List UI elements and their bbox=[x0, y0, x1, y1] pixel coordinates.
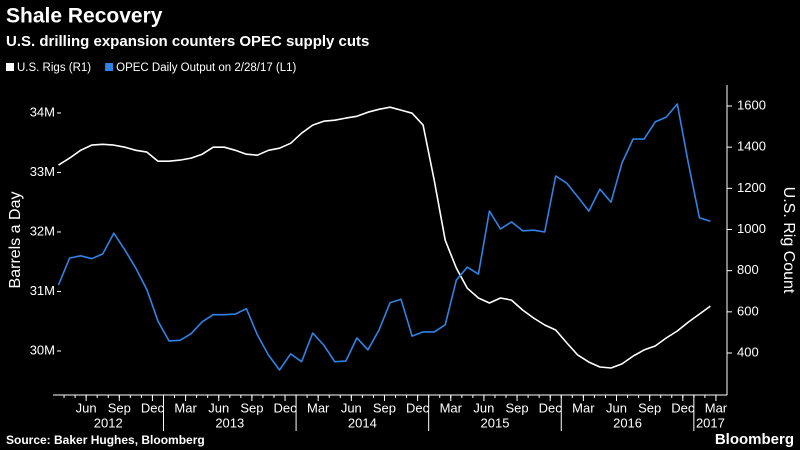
x-tick-label: Jun bbox=[76, 400, 97, 415]
series-line bbox=[58, 106, 711, 369]
y2-tick-label: 600 bbox=[737, 303, 759, 318]
x-tick-label: Sep bbox=[373, 400, 396, 415]
source-note: Source: Baker Hughes, Bloomberg bbox=[6, 433, 205, 447]
y-tick-label: 31M bbox=[30, 283, 55, 298]
year-label: 2015 bbox=[481, 415, 510, 430]
y2-tick-label: 800 bbox=[737, 262, 759, 277]
x-tick-label: Mar bbox=[705, 400, 728, 415]
y-tick-label: 33M bbox=[30, 164, 55, 179]
y-tick-label: 34M bbox=[30, 104, 55, 119]
x-tick-label: Sep bbox=[108, 400, 131, 415]
x-tick-label: Sep bbox=[638, 400, 661, 415]
x-tick-label: Dec bbox=[273, 400, 297, 415]
x-tick-label: Sep bbox=[240, 400, 263, 415]
y-tick-label: 30M bbox=[30, 342, 55, 357]
brand: Bloomberg bbox=[715, 431, 794, 448]
x-tick-label: Mar bbox=[572, 400, 595, 415]
year-label: 2012 bbox=[94, 415, 123, 430]
legend-swatch bbox=[105, 63, 114, 71]
x-tick-label: Dec bbox=[141, 400, 165, 415]
legend-label: OPEC Daily Output on 2/28/17 (L1) bbox=[116, 62, 296, 74]
year-label: 2014 bbox=[348, 415, 377, 430]
y2-axis-title: U.S. Rig Count bbox=[780, 187, 797, 294]
y2-tick-label: 1000 bbox=[737, 221, 766, 236]
y2-tick-label: 400 bbox=[737, 344, 759, 359]
chart-subtitle: U.S. drilling expansion counters OPEC su… bbox=[6, 33, 369, 50]
y-axis-title: Barrels a Day bbox=[7, 192, 24, 289]
chart-title: Shale Recovery bbox=[6, 5, 163, 28]
y2-tick-label: 1600 bbox=[737, 97, 766, 112]
x-tick-label: Mar bbox=[174, 400, 197, 415]
y2-tick-label: 1200 bbox=[737, 180, 766, 195]
x-tick-label: Jun bbox=[606, 400, 627, 415]
x-tick-label: Dec bbox=[671, 400, 695, 415]
x-tick-label: Dec bbox=[539, 400, 563, 415]
x-tick-label: Jun bbox=[341, 400, 362, 415]
x-tick-label: Mar bbox=[307, 400, 330, 415]
x-tick-label: Mar bbox=[440, 400, 463, 415]
year-label: 2017 bbox=[696, 415, 725, 430]
year-label: 2013 bbox=[215, 415, 244, 430]
x-tick-label: Jun bbox=[473, 400, 494, 415]
x-tick-label: Sep bbox=[505, 400, 528, 415]
legend-label: U.S. Rigs (R1) bbox=[17, 62, 91, 74]
series-line bbox=[57, 103, 711, 371]
x-tick-label: Jun bbox=[208, 400, 229, 415]
year-label: 2016 bbox=[613, 415, 642, 430]
legend-swatch bbox=[6, 63, 14, 71]
y2-tick-label: 1400 bbox=[737, 139, 766, 154]
x-tick-label: Dec bbox=[406, 400, 430, 415]
y-tick-label: 32M bbox=[30, 223, 55, 238]
